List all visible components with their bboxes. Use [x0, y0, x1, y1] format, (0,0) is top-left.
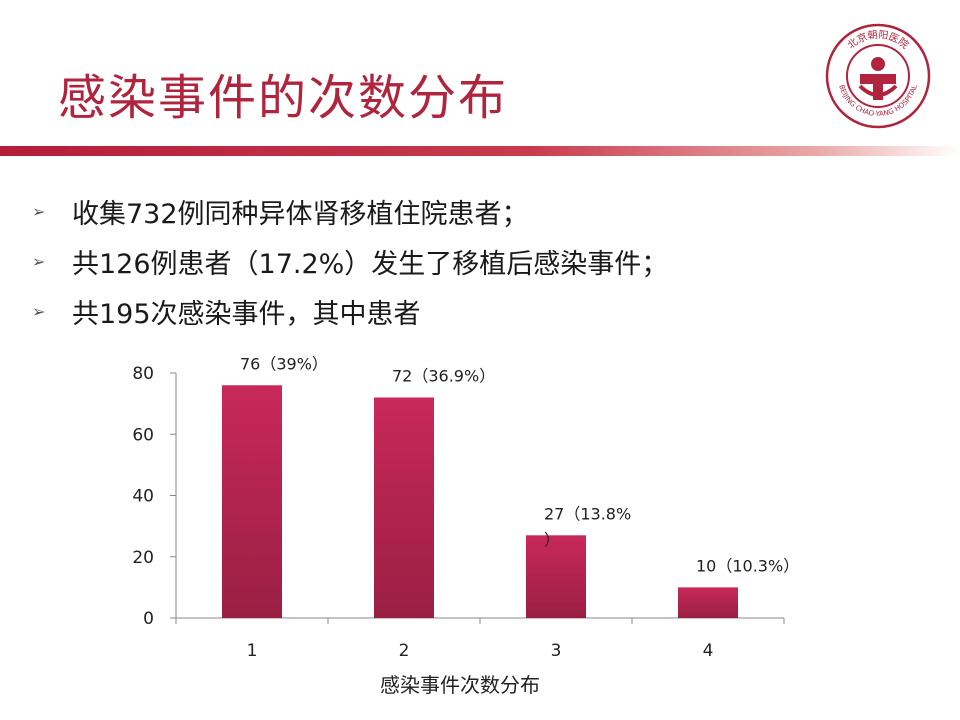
y-tick-label: 40	[132, 487, 154, 507]
y-tick-label: 60	[132, 425, 154, 445]
title-divider	[0, 146, 960, 156]
data-label: 72（36.9%）	[392, 367, 495, 386]
x-axis-title: 感染事件次数分布	[380, 673, 540, 697]
data-label: 27（13.8%）	[544, 504, 631, 549]
bullet-list: ➢ 收集732例同种异体肾移植住院患者； ➢ 共126例患者（17.2%）发生了…	[32, 186, 668, 336]
bar	[374, 397, 434, 618]
x-tick-label: 2	[399, 641, 410, 661]
data-label: 10（10.3%）	[696, 556, 799, 575]
x-tick-label: 4	[703, 641, 714, 661]
slide-title: 感染事件的次数分布	[58, 70, 509, 126]
bar	[678, 587, 738, 618]
bar	[222, 385, 282, 618]
x-tick-label: 3	[551, 641, 562, 661]
y-tick-label: 80	[132, 364, 154, 384]
bullet-item: ➢ 收集732例同种异体肾移植住院患者；	[32, 186, 668, 236]
bullet-item: ➢ 共126例患者（17.2%）发生了移植后感染事件；	[32, 236, 668, 286]
bar	[526, 535, 586, 618]
bullet-item: ➢ 共195次感染事件，其中患者	[32, 286, 668, 336]
bullet-text: 共126例患者（17.2%）发生了移植后感染事件；	[72, 248, 669, 280]
y-tick-label: 0	[143, 609, 154, 629]
bullet-text: 收集732例同种异体肾移植住院患者；	[72, 198, 529, 230]
bullet-text: 共195次感染事件，其中患者	[72, 298, 421, 330]
bullet-arrow-icon: ➢	[32, 251, 46, 271]
bullet-arrow-icon: ➢	[32, 301, 46, 321]
x-tick-label: 1	[247, 641, 258, 661]
y-tick-label: 20	[132, 548, 154, 568]
hospital-logo: 北京朝阳医院 BEIJING CHAO-YANG HOSPITAL	[825, 23, 931, 129]
data-label: 76（39%）	[240, 354, 328, 373]
bullet-arrow-icon: ➢	[32, 201, 46, 221]
